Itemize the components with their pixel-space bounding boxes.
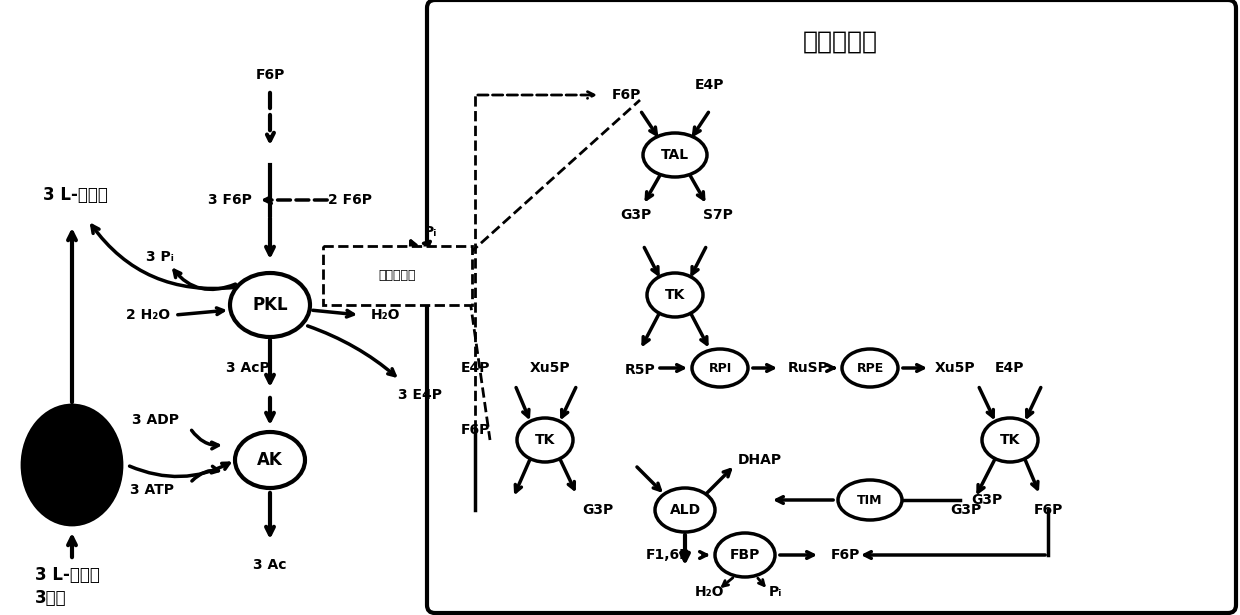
Text: H₂O: H₂O — [371, 308, 399, 322]
Text: 3 E4P: 3 E4P — [398, 388, 441, 402]
Text: Pᵢ: Pᵢ — [769, 585, 781, 599]
Text: TK: TK — [534, 433, 556, 447]
FancyBboxPatch shape — [322, 246, 472, 305]
Ellipse shape — [982, 418, 1038, 462]
Text: S7P: S7P — [703, 208, 733, 222]
Text: DHAP: DHAP — [738, 453, 782, 467]
Text: 3 Pᵢ: 3 Pᵢ — [146, 250, 174, 264]
Text: F6P: F6P — [460, 423, 490, 437]
Text: 2 H₂O: 2 H₂O — [126, 308, 170, 322]
Text: PKL: PKL — [252, 296, 288, 314]
Text: E4P: E4P — [996, 361, 1024, 375]
Text: G3P: G3P — [971, 493, 1003, 507]
Ellipse shape — [644, 133, 707, 177]
Text: H₂O: H₂O — [696, 585, 724, 599]
Text: 碳重排模块: 碳重排模块 — [378, 269, 415, 282]
Text: 3 Ac: 3 Ac — [253, 558, 286, 572]
Text: ALD: ALD — [670, 503, 701, 517]
Ellipse shape — [692, 349, 748, 387]
Text: G3P: G3P — [950, 503, 982, 517]
Ellipse shape — [22, 405, 122, 525]
Text: Xu5P: Xu5P — [935, 361, 976, 375]
Text: 3 L-谷氨酸: 3 L-谷氨酸 — [35, 566, 100, 584]
Text: Pᵢ: Pᵢ — [423, 225, 436, 239]
Ellipse shape — [647, 273, 703, 317]
Ellipse shape — [838, 480, 901, 520]
Text: 3 ATP: 3 ATP — [130, 483, 174, 497]
Text: G3P: G3P — [583, 503, 614, 517]
Text: TIM: TIM — [857, 493, 883, 507]
Text: Xu5P: Xu5P — [529, 361, 570, 375]
Text: RuSP: RuSP — [787, 361, 828, 375]
Ellipse shape — [655, 488, 715, 532]
Text: G3P: G3P — [620, 208, 652, 222]
FancyBboxPatch shape — [427, 0, 1236, 613]
Text: TK: TK — [665, 288, 686, 302]
Text: F6P: F6P — [255, 68, 285, 82]
Text: F1,6P: F1,6P — [646, 548, 691, 562]
Text: F6P: F6P — [611, 88, 641, 102]
Text: 3 L-茶氨酸: 3 L-茶氨酸 — [42, 186, 108, 204]
Ellipse shape — [842, 349, 898, 387]
Text: R5P: R5P — [625, 363, 656, 377]
Text: F6P: F6P — [831, 548, 859, 562]
Text: AK: AK — [257, 451, 283, 469]
Ellipse shape — [715, 533, 775, 577]
Text: E4P: E4P — [696, 78, 724, 92]
Text: 碳重排模块: 碳重排模块 — [802, 30, 878, 54]
Text: F6P: F6P — [1033, 503, 1063, 517]
Ellipse shape — [229, 273, 310, 337]
Ellipse shape — [517, 418, 573, 462]
Text: RPI: RPI — [708, 362, 732, 375]
Text: FBP: FBP — [730, 548, 760, 562]
Text: TK: TK — [999, 433, 1021, 447]
Text: 3 F6P: 3 F6P — [208, 193, 252, 207]
Text: 3 AcP: 3 AcP — [226, 361, 270, 375]
Text: 3 ADP: 3 ADP — [131, 413, 179, 427]
Ellipse shape — [236, 432, 305, 488]
Text: E4P: E4P — [461, 361, 491, 375]
Text: RPE: RPE — [857, 362, 884, 375]
Text: 3乙胺: 3乙胺 — [35, 589, 67, 607]
Text: 2 F6P: 2 F6P — [329, 193, 372, 207]
Text: TAL: TAL — [661, 148, 689, 162]
